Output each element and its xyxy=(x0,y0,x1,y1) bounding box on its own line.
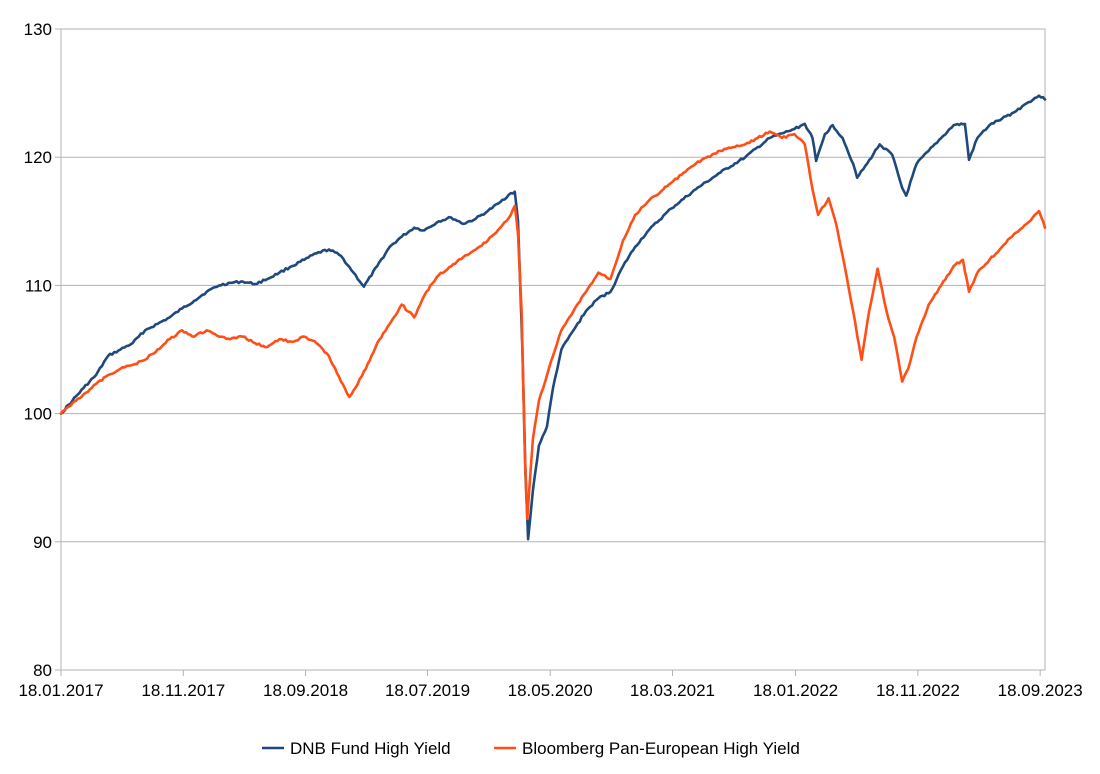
x-tick-label: 18.05.2020 xyxy=(508,681,593,700)
y-axis: 80 90 100 110 120 130 xyxy=(24,20,61,680)
x-tick-label: 18.09.2018 xyxy=(263,681,348,700)
x-tick-label: 18.01.2017 xyxy=(18,681,103,700)
y-tick-label: 80 xyxy=(33,661,52,680)
legend: DNB Fund High Yield Bloomberg Pan-Europea… xyxy=(262,739,800,758)
x-tick-label: 18.11.2017 xyxy=(141,681,225,700)
x-tick-label: 18.09.2023 xyxy=(998,681,1083,700)
y-tick-label: 110 xyxy=(25,276,52,295)
series-line-0 xyxy=(59,94,1047,541)
y-tick-label: 130 xyxy=(24,20,52,39)
y-tick-label: 100 xyxy=(24,405,52,424)
x-tick-label: 18.11.2022 xyxy=(876,681,960,700)
x-tick-label: 18.03.2021 xyxy=(630,681,715,700)
legend-label-1: Bloomberg Pan-European High Yield xyxy=(522,739,800,758)
series-line-1 xyxy=(59,130,1047,521)
x-axis: 18.01.2017 18.11.2017 18.09.2018 18.07.2019… xyxy=(18,670,1083,700)
legend-label-0: DNB Fund High Yield xyxy=(290,739,451,758)
x-tick-label: 18.01.2022 xyxy=(753,681,838,700)
y-tick-label: 120 xyxy=(24,148,52,167)
y-tick-label: 90 xyxy=(33,533,52,552)
x-tick-label: 18.07.2019 xyxy=(385,681,470,700)
series-lines xyxy=(59,94,1047,541)
